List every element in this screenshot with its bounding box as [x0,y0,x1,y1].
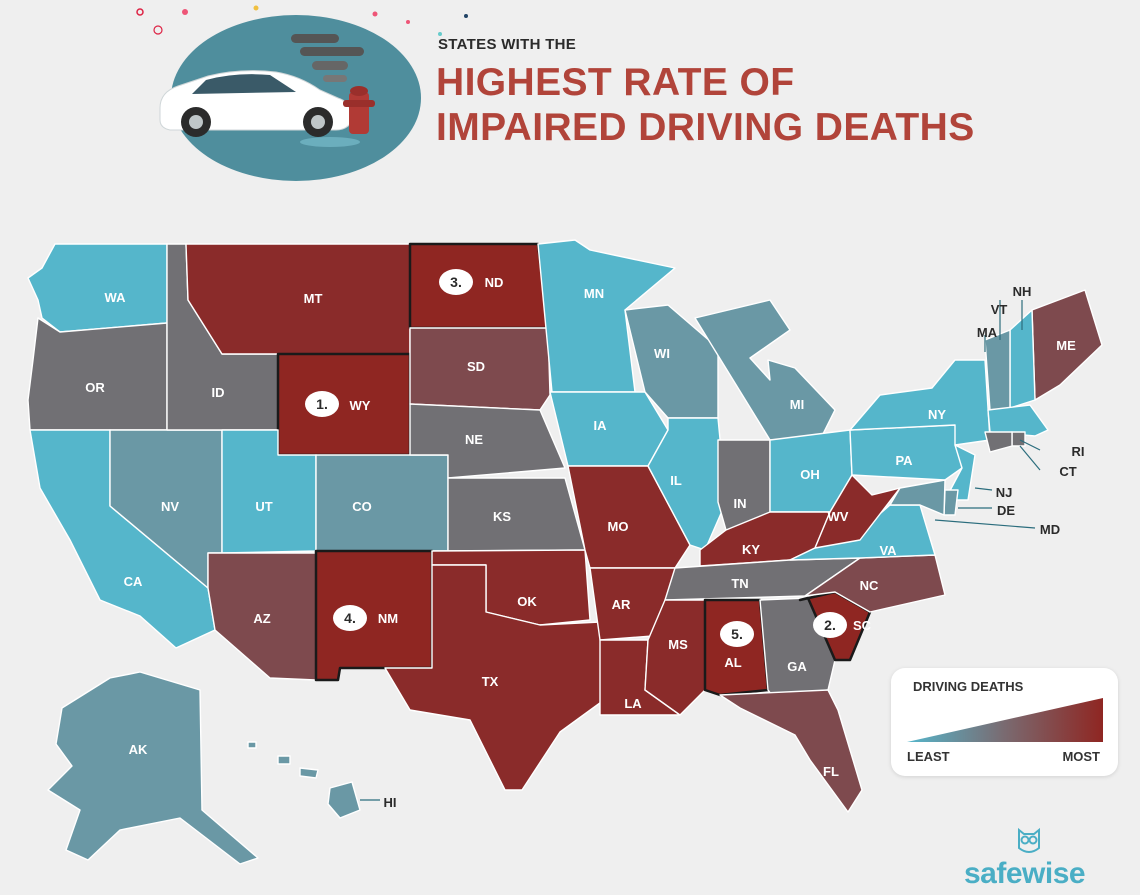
title-kicker: STATES WITH THE [438,36,577,53]
state-label-SD: SD [467,359,485,374]
state-TX [384,564,605,791]
state-label-NV: NV [161,499,179,514]
state-label-CO: CO [352,499,372,514]
state-label-WI: WI [654,346,670,361]
state-label-CT: CT [1059,464,1076,479]
state-label-IA: IA [594,418,608,433]
legend: DRIVING DEATHS LEAST MOST [891,668,1118,776]
state-label-IN: IN [734,496,747,511]
rank-label-NM: 4. [344,610,356,626]
state-label-TX: TX [482,674,499,689]
state-label-FL: FL [823,764,839,779]
title-line-2: IMPAIRED DRIVING DEATHS [436,106,975,149]
state-label-UT: UT [255,499,272,514]
state-label-NM: NM [378,611,398,626]
state-label-OR: OR [85,380,105,395]
state-label-MD: MD [1040,522,1060,537]
rank-label-WY: 1. [316,396,328,412]
legend-least-label: LEAST [907,749,950,764]
state-label-MN: MN [584,286,604,301]
state-WY [276,352,412,457]
state-label-MS: MS [668,637,688,652]
state-label-ND: ND [485,275,504,290]
state-MT [185,243,411,355]
state-ND [408,242,550,330]
state-DE [943,489,959,516]
state-AL [703,598,770,697]
state-SD [409,327,551,411]
state-CT [984,431,1013,453]
state-label-CA: CA [124,574,143,589]
rank-badge-WY [305,391,339,417]
state-label-MA: MA [977,325,998,340]
state-label-MT: MT [304,291,323,306]
state-IL [647,417,727,551]
state-label-AR: AR [612,597,631,612]
state-label-LA: LA [624,696,642,711]
state-label-WY: WY [350,398,371,413]
legend-title: DRIVING DEATHS [913,679,1024,694]
legend-ramp [907,698,1103,742]
state-OR [27,317,168,431]
page-title: HIGHEST RATE OF IMPAIRED DRIVING DEATHS [436,60,975,150]
crash-illustration [136,5,468,181]
state-IA [549,391,669,467]
state-label-NE: NE [465,432,483,447]
state-FL [719,689,863,813]
state-RI [1011,431,1026,447]
state-label-GA: GA [787,659,807,674]
state-label-WV: WV [828,509,849,524]
state-label-KS: KS [493,509,511,524]
state-labels: WA OR CA NV ID MT 1. WY UT AZ CO 4. NM 3. ND SD NE KS OK TX… [85,269,1085,810]
state-label-AK: AK [129,742,148,757]
state-label-NJ: NJ [996,485,1013,500]
brand-logo: safewise [964,857,1086,890]
state-label-ID: ID [212,385,225,400]
state-KS [447,477,586,552]
state-VT [984,329,1011,411]
state-WA [27,243,168,333]
rank-badge-SC [813,612,847,638]
state-label-OH: OH [800,467,820,482]
state-MD [889,479,946,516]
state-label-HI: HI [384,795,397,810]
state-label-WA: WA [105,290,127,305]
callout-lines [360,300,1041,801]
state-CO [315,454,449,552]
state-label-IL: IL [670,473,682,488]
state-label-TN: TN [731,576,748,591]
state-label-SC: SC [853,618,872,633]
state-label-ME: ME [1056,338,1076,353]
state-WV [814,474,901,549]
rank-label-SC: 2. [824,617,836,633]
state-label-NC: NC [860,578,879,593]
state-label-VT: VT [991,302,1008,317]
state-MA [987,404,1049,437]
state-label-RI: RI [1072,444,1085,459]
state-label-DE: DE [997,503,1015,518]
owl-logo-icon [1018,827,1040,853]
rank-badge-AL [720,621,754,647]
state-label-PA: PA [895,453,913,468]
state-HI [247,741,361,819]
rank-badge-NM [333,605,367,631]
state-label-AZ: AZ [253,611,270,626]
state-label-KY: KY [742,542,760,557]
state-label-NH: NH [1013,284,1032,299]
title-line-1: HIGHEST RATE OF [436,61,795,104]
state-label-MI: MI [790,397,804,412]
state-label-OK: OK [517,594,537,609]
legend-most-label: MOST [1062,749,1100,764]
rank-label-AL: 5. [731,626,743,642]
state-NY [849,359,991,446]
rank-label-ND: 3. [450,274,462,290]
state-label-VA: VA [879,543,897,558]
state-label-NY: NY [928,407,946,422]
rank-badge-ND [439,269,473,295]
state-label-AL: AL [724,655,741,670]
state-label-MO: MO [608,519,629,534]
state-AK [47,671,259,865]
